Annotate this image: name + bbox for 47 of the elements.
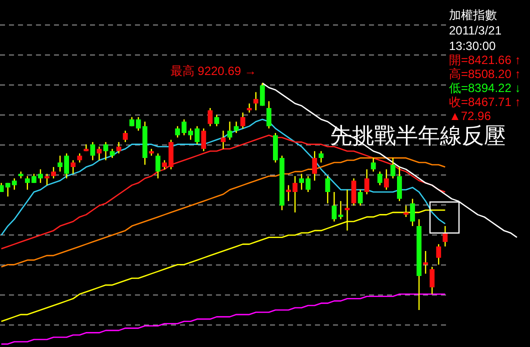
candlestick xyxy=(442,225,448,248)
candlestick xyxy=(397,166,402,202)
annotation: 收=8467.71 ↑ xyxy=(449,95,521,109)
candlestick xyxy=(358,189,363,206)
chart-subtitle: 2011/3/21 xyxy=(449,24,502,38)
annotation: ▲72.96 xyxy=(449,109,492,123)
text: 最高 9220.69 → xyxy=(170,64,256,78)
candlestick xyxy=(77,152,82,164)
candlestick xyxy=(208,107,213,127)
candlestick xyxy=(312,150,318,182)
candlestick xyxy=(70,160,76,174)
candlestick xyxy=(423,250,428,274)
candlestick xyxy=(436,244,442,266)
candlestick xyxy=(390,157,396,179)
candlestick xyxy=(214,114,220,127)
text: 高=8508.20 ↑ xyxy=(449,67,521,81)
candlestick xyxy=(90,141,96,161)
chart-title: 加權指數 xyxy=(449,8,497,22)
candlestick xyxy=(260,82,265,106)
candlestick xyxy=(110,148,115,159)
candlestick xyxy=(96,146,102,161)
candlestick xyxy=(240,112,246,130)
annotation: 低=8394.22 ↓ xyxy=(449,81,521,95)
candlestick xyxy=(338,200,344,220)
candlestick xyxy=(364,168,370,195)
candlestick xyxy=(430,266,435,295)
candlestick xyxy=(318,150,324,164)
candlestick xyxy=(156,152,160,179)
candlestick xyxy=(246,102,252,114)
candlestick xyxy=(122,130,128,143)
text: 開=8421.66 ↑ xyxy=(449,53,521,67)
candlestick xyxy=(370,157,376,172)
candlestick xyxy=(234,121,239,134)
candlestick xyxy=(377,170,382,186)
candlestick xyxy=(227,121,232,140)
candlestick xyxy=(51,166,56,179)
candlestick xyxy=(220,130,226,150)
candlestick xyxy=(266,100,272,130)
candlestick xyxy=(351,178,356,206)
candlestick xyxy=(384,168,389,190)
candlestick xyxy=(44,173,50,186)
text: 13:30:00 xyxy=(449,39,496,53)
candlestick xyxy=(116,141,122,154)
candlestick xyxy=(253,92,258,111)
candlestick xyxy=(325,176,330,204)
candlestick xyxy=(332,191,337,222)
candlestick xyxy=(201,128,206,152)
